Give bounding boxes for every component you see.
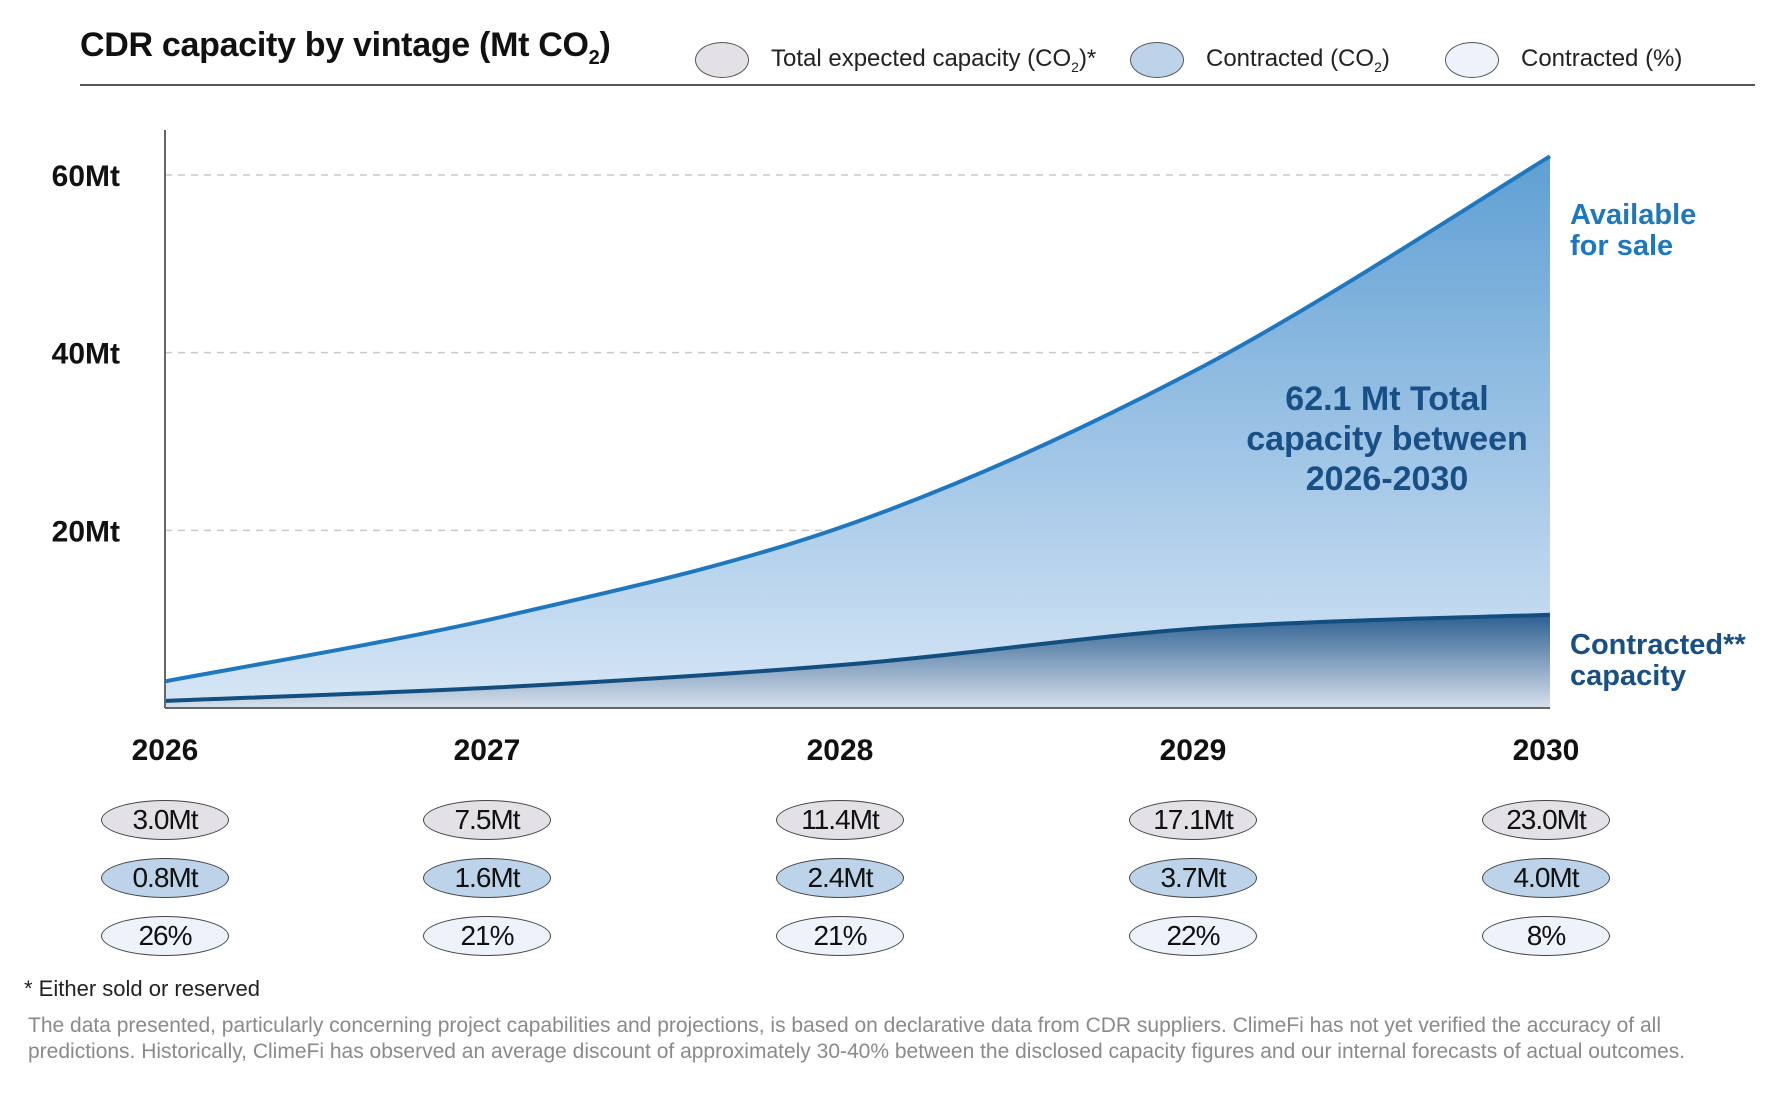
contracted-line [164, 612, 1551, 703]
legend-label: Contracted (CO2) [1206, 45, 1390, 75]
value-pill-pct: 21% [423, 916, 551, 956]
value-pill-contracted: 4.0Mt [1482, 858, 1610, 898]
value-pill-pct: 21% [776, 916, 904, 956]
value-pill-pct: 22% [1129, 916, 1257, 956]
legend-label: Total expected capacity (CO2)* [771, 45, 1097, 75]
x-tick-label: 2030 [1512, 734, 1580, 767]
legend-item-contracted-pct: Contracted (%) [1445, 40, 1682, 80]
footnote: * Either sold or reserved [24, 976, 260, 1001]
value-pill-total: 17.1Mt [1129, 800, 1257, 840]
value-pill-pct: 8% [1482, 916, 1610, 956]
contracted-area [165, 614, 1550, 708]
legend-label: Contracted (%) [1521, 45, 1683, 73]
legend-item-total-expected: Total expected capacity (CO2)* [695, 40, 1096, 80]
y-tick-label: 40Mt [52, 338, 120, 371]
value-pill-total: 3.0Mt [101, 800, 229, 840]
value-pill-contracted: 3.7Mt [1129, 858, 1257, 898]
value-pill-pct: 26% [101, 916, 229, 956]
x-tick-label: 2027 [453, 734, 521, 767]
contracted-capacity-label: Contracted** [1570, 629, 1746, 661]
value-pill-total: 11.4Mt [776, 800, 904, 840]
legend-item-contracted-co2: Contracted (CO2) [1130, 40, 1390, 80]
total-capacity-annotation: capacity between [1246, 420, 1528, 458]
header-divider [80, 84, 1755, 86]
value-pill-total: 23.0Mt [1482, 800, 1610, 840]
total-capacity-annotation: 62.1 Mt Total [1285, 380, 1488, 418]
available-line [164, 154, 1552, 684]
available-for-sale-label: Available [1570, 199, 1696, 231]
value-pill-contracted: 2.4Mt [776, 858, 904, 898]
chart-title: CDR capacity by vintage (Mt CO2) [80, 26, 611, 69]
legend-swatch-contracted [1130, 42, 1184, 78]
available-for-sale-label: for sale [1570, 230, 1673, 262]
y-tick-label: 60Mt [52, 160, 120, 193]
contracted-capacity-label: capacity [1570, 660, 1686, 692]
disclaimer: The data presented, particularly concern… [28, 1014, 1686, 1063]
x-tick-label: 2026 [131, 734, 199, 767]
x-tick-label: 2028 [806, 734, 874, 767]
legend-swatch-pct [1445, 42, 1499, 78]
value-pill-contracted: 1.6Mt [423, 858, 551, 898]
value-pill-contracted: 0.8Mt [101, 858, 229, 898]
value-pill-total: 7.5Mt [423, 800, 551, 840]
y-tick-label: 20Mt [52, 515, 120, 548]
available-area [165, 156, 1550, 709]
total-capacity-annotation: 2026-2030 [1306, 460, 1469, 498]
x-tick-label: 2029 [1159, 734, 1227, 767]
legend-swatch-total [695, 42, 749, 78]
